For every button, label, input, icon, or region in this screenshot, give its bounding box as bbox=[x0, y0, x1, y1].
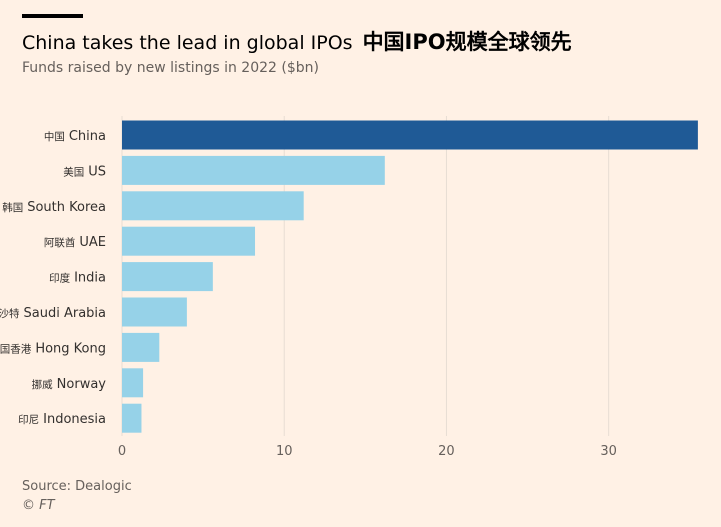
chart-title: China takes the lead in global IPOs 中国IPO… bbox=[22, 26, 572, 56]
category-label-chinese: 韩国 bbox=[2, 201, 23, 214]
category-label: 阿联酋 UAE bbox=[44, 235, 106, 250]
ft-credit: © FT bbox=[22, 498, 55, 513]
source-note: Source: Dealogic bbox=[22, 479, 132, 494]
category-label: 中国 China bbox=[44, 129, 106, 144]
category-label-english: Saudi Arabia bbox=[24, 306, 107, 321]
x-tick-label: 0 bbox=[118, 444, 126, 459]
category-label-english: Indonesia bbox=[43, 412, 106, 427]
category-label-english: US bbox=[88, 164, 106, 179]
bar-norway bbox=[122, 368, 144, 398]
category-label: 印度 India bbox=[49, 271, 106, 286]
category-label-chinese: 阿联酋 bbox=[44, 236, 76, 249]
bar-indonesia bbox=[122, 403, 142, 433]
category-label-chinese: 美国 bbox=[63, 165, 84, 178]
bar-china bbox=[122, 120, 698, 150]
category-label-english: India bbox=[74, 271, 106, 286]
category-label-english: Norway bbox=[57, 377, 107, 392]
category-label-chinese: 中国香港 bbox=[0, 342, 32, 355]
chart-subtitle: Funds raised by new listings in 2022 ($b… bbox=[22, 60, 319, 76]
bar-uae bbox=[122, 226, 256, 256]
bar-saudi-arabia bbox=[122, 297, 187, 327]
category-label: 美国 US bbox=[63, 164, 106, 179]
title-chinese: 中国IPO规模全球领先 bbox=[362, 30, 572, 54]
category-label-chinese: 印度 bbox=[49, 272, 70, 285]
category-label-english: Hong Kong bbox=[35, 341, 106, 356]
category-label-english: UAE bbox=[79, 235, 106, 250]
category-label: 印尼 Indonesia bbox=[18, 412, 106, 427]
x-tick-label: 30 bbox=[600, 444, 617, 459]
x-tick-label: 20 bbox=[438, 444, 455, 459]
category-label-chinese: 沙特 bbox=[0, 308, 20, 320]
category-label: 中国香港Hong Kong bbox=[0, 341, 106, 356]
x-tick-label: 10 bbox=[276, 444, 293, 459]
bar-us bbox=[122, 155, 385, 185]
category-label: 挪威 Norway bbox=[32, 377, 107, 392]
category-label-english: South Korea bbox=[27, 200, 106, 215]
bar-south-korea bbox=[122, 191, 304, 221]
bar-hong-kong bbox=[122, 332, 160, 362]
category-label-chinese: 挪威 bbox=[32, 378, 53, 391]
category-label: 沙特 Saudi Arabia bbox=[0, 306, 106, 321]
top-accent-bar bbox=[22, 14, 83, 18]
category-label-chinese: 印尼 bbox=[18, 414, 39, 426]
bar-india bbox=[122, 262, 213, 292]
title-english: China takes the lead in global IPOs bbox=[22, 32, 353, 54]
category-label-chinese: 中国 bbox=[44, 130, 65, 143]
category-label: 韩国 South Korea bbox=[2, 200, 106, 215]
category-label-english: China bbox=[69, 129, 106, 144]
